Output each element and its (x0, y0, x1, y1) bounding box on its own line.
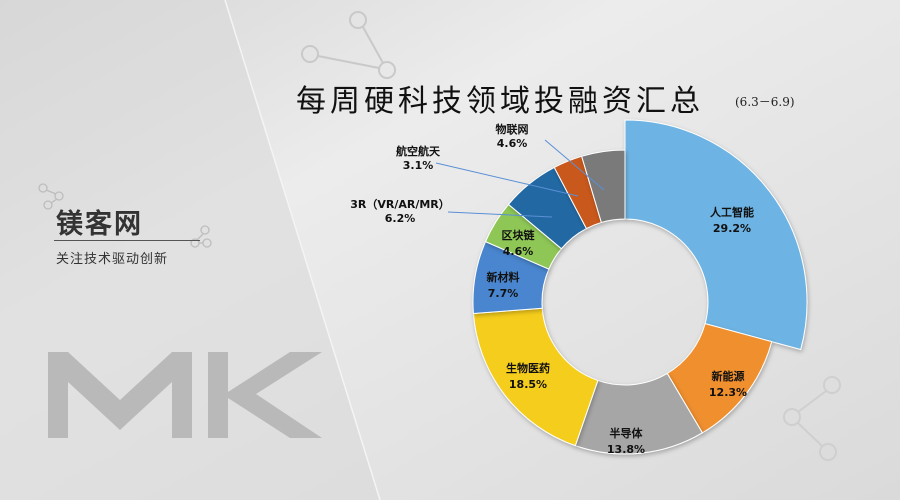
slice-value-8: 4.6% (497, 137, 528, 150)
slice-value-0: 29.2% (713, 222, 751, 235)
chart-subtitle: (6.3－6.9) (735, 95, 795, 109)
molecule-decoration-right (783, 376, 841, 461)
slice-value-6: 6.2% (385, 212, 416, 225)
slice-value-3: 18.5% (509, 378, 547, 391)
slice-value-7: 3.1% (403, 159, 434, 172)
brand-divider (54, 240, 200, 241)
slice-label-6: 3R（VR/AR/MR） (350, 198, 450, 211)
molecule-decoration-left (38, 183, 212, 248)
slice-value-1: 12.3% (709, 386, 747, 399)
slice-label-1: 新能源 (712, 369, 745, 383)
chart-title: 每周硬科技领域投融资汇总 (296, 84, 704, 119)
mk-logo (48, 352, 322, 438)
leader-line-7 (435, 162, 579, 197)
slice-label-8: 物联网 (496, 122, 529, 136)
slice-value-2: 13.8% (607, 443, 645, 456)
slice-label-5: 区块链 (502, 228, 536, 242)
slice-value-4: 7.7% (488, 287, 519, 300)
slice-label-0: 人工智能 (710, 205, 754, 219)
leader-line-8 (544, 139, 605, 191)
brand-slogan: 关注技术驱动创新 (56, 252, 169, 267)
slice-0 (624, 119, 808, 351)
slice-8 (581, 149, 626, 224)
leader-line-6 (447, 211, 553, 218)
brand-name: 镁客网 (56, 209, 143, 240)
slice-label-3: 生物医药 (506, 361, 550, 375)
slice-label-7: 航空航天 (396, 144, 441, 158)
slice-label-4: 新材料 (487, 270, 520, 284)
slice-3 (472, 307, 599, 447)
molecule-decoration-top (301, 11, 396, 79)
slice-label-2: 半导体 (610, 426, 644, 440)
slice-value-5: 4.6% (503, 245, 534, 258)
